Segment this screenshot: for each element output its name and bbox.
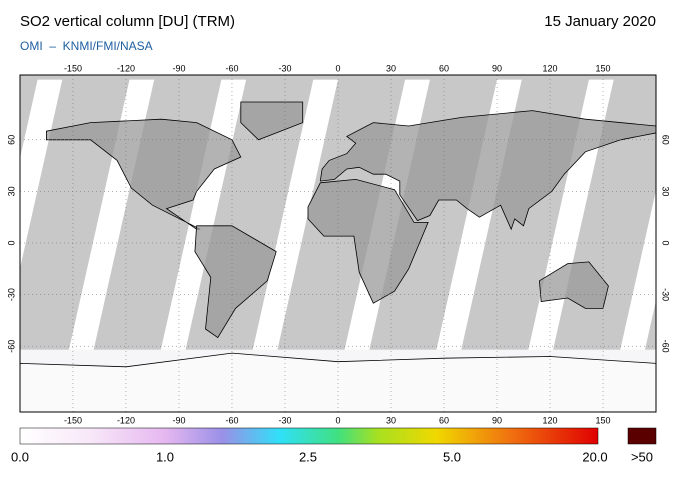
lon-tick-label-top: 150: [596, 63, 611, 73]
lon-tick-label-top: -60: [225, 63, 238, 73]
colorbar: [19, 427, 599, 445]
greenland: [240, 101, 304, 141]
colorbar-overflow: [627, 427, 657, 445]
lon-tick-label-bottom: 120: [543, 415, 558, 425]
subtitle: OMI – KNMI/FMI/NASA: [20, 39, 153, 53]
colorbar-label: 20.0: [582, 449, 607, 464]
lat-tick-label-left: -60: [6, 340, 16, 353]
lon-tick-label-top: 60: [439, 63, 449, 73]
colorbar-label: >50: [631, 449, 653, 464]
lat-tick-label-right: 0: [661, 240, 671, 245]
lon-tick-label-top: -30: [278, 63, 291, 73]
title: SO2 vertical column [DU] (TRM): [20, 13, 235, 30]
eurasia: [319, 110, 656, 231]
lon-tick-label-bottom: 30: [386, 415, 396, 425]
lon-tick-label-top: 90: [492, 63, 502, 73]
date: 15 January 2020: [544, 13, 656, 30]
north-america: [46, 118, 242, 230]
south-america: [194, 225, 277, 339]
colorbar-label: 5.0: [443, 449, 461, 464]
lon-tick-label-bottom: 0: [335, 415, 340, 425]
lat-tick-label-right: -30: [661, 288, 671, 301]
lon-tick-label-bottom: 150: [596, 415, 611, 425]
lon-tick-label-bottom: 60: [439, 415, 449, 425]
lon-tick-label-bottom: -120: [117, 415, 135, 425]
lon-tick-label-bottom: 90: [492, 415, 502, 425]
swath-gap: [617, 190, 656, 364]
lon-tick-label-top: 120: [543, 63, 558, 73]
map: [20, 75, 656, 412]
colorbar-label: 1.0: [156, 449, 174, 464]
map-frame: [19, 74, 657, 413]
lat-tick-label-left: 0: [6, 240, 16, 245]
lat-tick-label-left: 60: [6, 135, 16, 145]
lon-tick-label-top: -120: [117, 63, 135, 73]
lat-tick-label-right: 60: [661, 135, 671, 145]
colorbar-label: 0.0: [11, 449, 29, 464]
lon-tick-label-bottom: -30: [278, 415, 291, 425]
swath-gap: [20, 79, 63, 269]
lat-tick-label-right: -60: [661, 340, 671, 353]
lon-tick-label-top: -90: [172, 63, 185, 73]
lon-tick-label-top: 0: [335, 63, 340, 73]
lon-tick-label-bottom: -90: [172, 415, 185, 425]
lon-tick-label-bottom: -150: [64, 415, 82, 425]
colorbar-label: 2.5: [299, 449, 317, 464]
africa: [307, 178, 429, 304]
lon-tick-label-bottom: -60: [225, 415, 238, 425]
lat-tick-label-left: -30: [6, 288, 16, 301]
lat-tick-label-left: 30: [6, 186, 16, 196]
australia: [538, 261, 609, 309]
lon-tick-label-top: 30: [386, 63, 396, 73]
lat-tick-label-right: 30: [661, 186, 671, 196]
lon-tick-label-top: -150: [64, 63, 82, 73]
swath-gap: [249, 79, 338, 364]
